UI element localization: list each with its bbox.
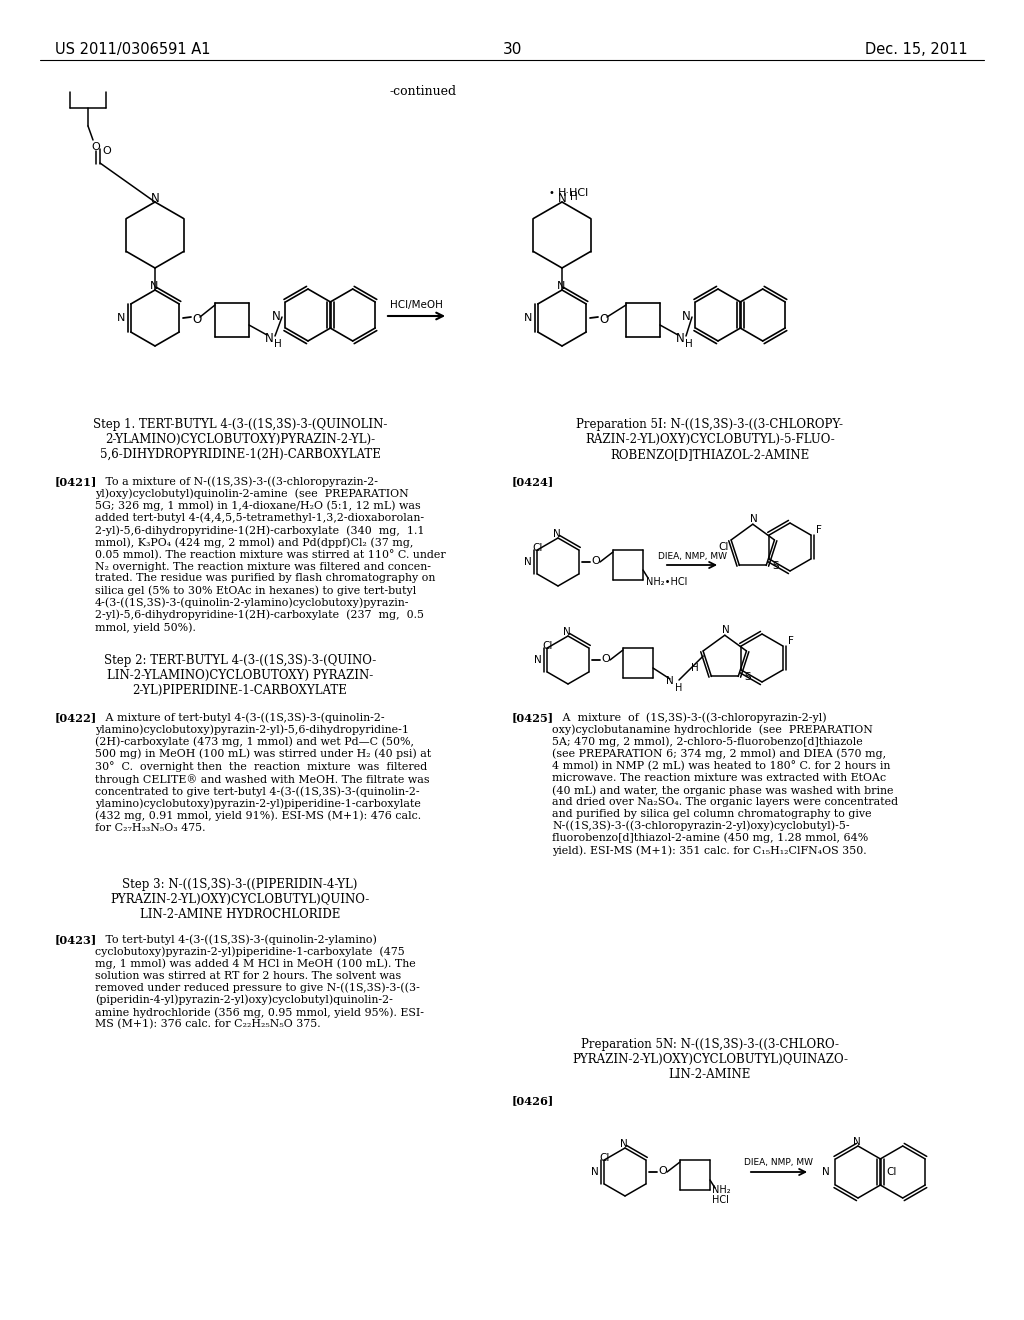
Text: Cl: Cl — [719, 543, 729, 552]
Text: F: F — [788, 636, 794, 645]
Text: N: N — [676, 333, 685, 345]
Text: [0425]: [0425] — [512, 711, 554, 723]
Text: [0423]: [0423] — [55, 935, 97, 945]
Text: H: H — [685, 339, 693, 348]
Text: N: N — [150, 281, 159, 290]
Text: H·HCl: H·HCl — [558, 187, 589, 198]
Text: 30: 30 — [503, 42, 521, 57]
Text: Preparation 5I: N-((1S,3S)-3-((3-CHLOROPY-
RAZIN-2-YL)OXY)CYCLOBUTYL)-5-FLUO-
RO: Preparation 5I: N-((1S,3S)-3-((3-CHLOROP… — [577, 418, 844, 461]
Text: N: N — [524, 557, 531, 568]
Text: N: N — [117, 313, 125, 323]
Text: Preparation 5N: N-((1S,3S)-3-((3-CHLORO-
PYRAZIN-2-YL)OXY)CYCLOBUTYL)QUINAZO-
LI: Preparation 5N: N-((1S,3S)-3-((3-CHLORO-… — [572, 1038, 848, 1081]
Text: S: S — [772, 561, 779, 572]
Text: A mixture of tert-butyl 4-(3-((1S,3S)-3-(quinolin-2-
ylamino)cyclobutoxy)pyrazin: A mixture of tert-butyl 4-(3-((1S,3S)-3-… — [95, 711, 431, 833]
Text: O: O — [599, 313, 608, 326]
Text: H: H — [691, 663, 698, 673]
Text: N: N — [853, 1137, 861, 1147]
Text: F: F — [816, 525, 822, 535]
Text: NH₂: NH₂ — [712, 1185, 731, 1195]
Text: N: N — [524, 313, 532, 323]
Text: N: N — [722, 624, 729, 635]
Text: N: N — [557, 281, 565, 290]
Text: Cl: Cl — [886, 1167, 896, 1177]
Text: N: N — [553, 529, 561, 539]
Text: DIEA, NMP, MW: DIEA, NMP, MW — [744, 1158, 813, 1167]
Text: Dec. 15, 2011: Dec. 15, 2011 — [865, 42, 968, 57]
Text: [0424]: [0424] — [512, 477, 554, 487]
Text: O: O — [91, 143, 99, 152]
Text: [0421]: [0421] — [55, 477, 97, 487]
Text: Cl: Cl — [532, 543, 543, 553]
Text: -continued: -continued — [390, 84, 457, 98]
Text: H: H — [570, 191, 578, 202]
Text: HCl: HCl — [712, 1195, 729, 1205]
Text: N: N — [265, 333, 273, 345]
Text: N: N — [666, 676, 674, 686]
Text: Step 1. TERT-BUTYL 4-(3-((1S,3S)-3-(QUINOLIN-
2-YLAMINO)CYCLOBUTOXY)PYRAZIN-2-YL: Step 1. TERT-BUTYL 4-(3-((1S,3S)-3-(QUIN… — [93, 418, 387, 461]
Text: N: N — [591, 1167, 599, 1177]
Text: A  mixture  of  (1S,3S)-3-((3-chloropyrazin-2-yl)
oxy)cyclobutanamine hydrochlor: A mixture of (1S,3S)-3-((3-chloropyrazin… — [552, 711, 898, 855]
Text: N: N — [151, 191, 160, 205]
Text: O: O — [601, 653, 609, 664]
Text: N: N — [558, 191, 566, 205]
Text: O: O — [591, 556, 600, 566]
Text: HCl/MeOH: HCl/MeOH — [389, 300, 442, 310]
Text: N: N — [534, 655, 542, 665]
Text: Step 2: TERT-BUTYL 4-(3-((1S,3S)-3-(QUINO-
LIN-2-YLAMINO)CYCLOBUTOXY) PYRAZIN-
2: Step 2: TERT-BUTYL 4-(3-((1S,3S)-3-(QUIN… — [103, 653, 376, 697]
Text: US 2011/0306591 A1: US 2011/0306591 A1 — [55, 42, 211, 57]
Text: [0426]: [0426] — [512, 1096, 554, 1106]
Text: N: N — [750, 513, 758, 524]
Text: NH₂•HCl: NH₂•HCl — [646, 577, 687, 587]
Text: O: O — [193, 313, 202, 326]
Text: N: N — [822, 1167, 829, 1177]
Text: S: S — [744, 672, 751, 682]
Text: O: O — [658, 1166, 667, 1176]
Text: •: • — [548, 187, 554, 198]
Text: [0422]: [0422] — [55, 711, 97, 723]
Text: To a mixture of N-((1S,3S)-3-((3-chloropyrazin-2-
yl)oxy)cyclobutyl)quinolin-2-a: To a mixture of N-((1S,3S)-3-((3-chlorop… — [95, 477, 445, 632]
Text: Cl: Cl — [599, 1152, 609, 1163]
Text: O: O — [102, 147, 111, 156]
Text: Cl: Cl — [542, 642, 552, 651]
Text: N: N — [682, 310, 691, 323]
Text: To tert-butyl 4-(3-((1S,3S)-3-(quinolin-2-ylamino)
cyclobutoxy)pyrazin-2-yl)pipe: To tert-butyl 4-(3-((1S,3S)-3-(quinolin-… — [95, 935, 424, 1030]
Text: H: H — [274, 339, 282, 348]
Text: DIEA, NMP, MW: DIEA, NMP, MW — [657, 552, 726, 561]
Text: H: H — [675, 682, 682, 693]
Text: N: N — [272, 310, 281, 323]
Text: Step 3: N-((1S,3S)-3-((PIPERIDIN-4-YL)
PYRAZIN-2-YL)OXY)CYCLOBUTYL)QUINO-
LIN-2-: Step 3: N-((1S,3S)-3-((PIPERIDIN-4-YL) P… — [111, 878, 370, 921]
Text: N: N — [563, 627, 570, 638]
Text: N: N — [620, 1139, 628, 1148]
